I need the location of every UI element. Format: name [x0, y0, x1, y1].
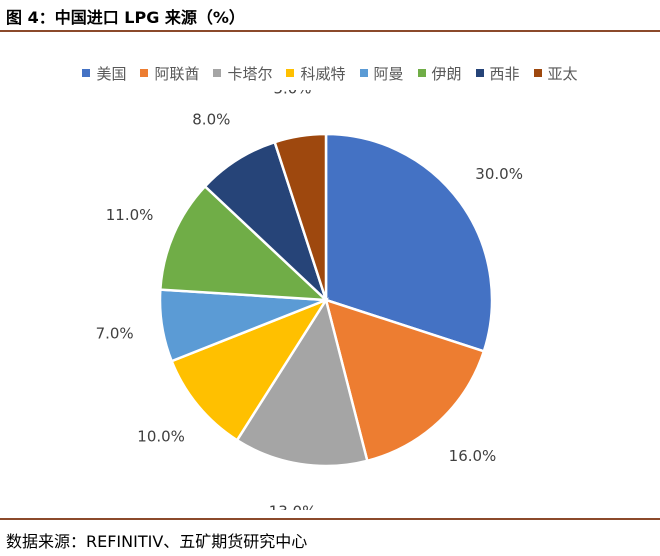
legend-label: 阿曼: [373, 64, 404, 83]
pie-chart: 30.0% 16.0% 13.0% 10.0% 7.0% 11.0% 8.0% 5.0%: [96, 90, 523, 510]
legend-label: 卡塔尔: [227, 64, 273, 83]
legend-item: 阿联酋: [140, 63, 199, 84]
legend-label: 亚太: [547, 64, 578, 83]
data-label: 13.0%: [269, 502, 317, 510]
data-label: 16.0%: [449, 447, 497, 465]
legend-swatch: [417, 69, 426, 77]
legend-item: 亚太: [533, 63, 578, 84]
legend-item: 美国: [82, 63, 126, 84]
legend-item: 卡塔尔: [213, 63, 272, 84]
pie-slice: [273, 132, 328, 301]
data-label: 10.0%: [137, 427, 185, 445]
legend-swatch: [533, 69, 542, 77]
source-bar: 数据来源：REFINITIV、五矿期货研究中心: [0, 518, 660, 556]
legend-swatch: [286, 69, 295, 77]
pie-slice: [235, 296, 369, 468]
page-title: 图 4：中国进口 LPG 来源（%）: [6, 8, 245, 27]
title-bar: 图 4：中国进口 LPG 来源（%）: [0, 0, 660, 32]
data-label: 5.0%: [273, 90, 311, 98]
legend-item: 科威特: [286, 63, 346, 84]
legend-item: 西非: [475, 63, 520, 84]
pie-slice: [159, 184, 330, 302]
data-label: 30.0%: [475, 165, 523, 183]
legend-item: 伊朗: [417, 63, 462, 84]
pie-slice: [324, 132, 494, 353]
legend-swatch: [140, 69, 149, 77]
legend-swatch: [475, 69, 484, 77]
source-note: 数据来源：REFINITIV、五矿期货研究中心: [6, 532, 308, 551]
legend-swatch: [213, 69, 222, 77]
legend-label: 美国: [96, 64, 127, 83]
chart-legend: 美国 阿联酋 卡塔尔 科威特 阿曼 伊朗 西非 亚太: [0, 60, 660, 86]
legend-label: 阿联酋: [154, 64, 200, 83]
data-label: 8.0%: [192, 110, 230, 128]
legend-swatch: [82, 69, 91, 77]
legend-label: 西非: [489, 64, 520, 83]
legend-label: 科威特: [300, 64, 346, 83]
data-label: 11.0%: [106, 206, 154, 224]
pie-slice: [170, 297, 330, 442]
data-label: 7.0%: [96, 324, 134, 342]
pie-slice: [324, 298, 486, 463]
legend-label: 伊朗: [431, 64, 462, 83]
legend-item: 阿曼: [359, 63, 404, 84]
legend-swatch: [359, 69, 368, 77]
